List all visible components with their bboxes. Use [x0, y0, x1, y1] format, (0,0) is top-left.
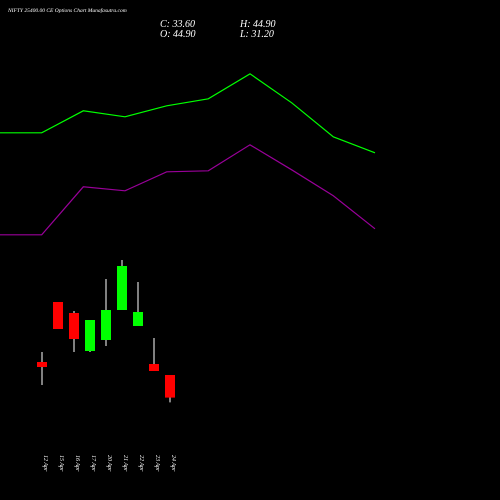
chart-title: NIFTY 25400.00 CE Options Chart Munafasu… [7, 7, 127, 14]
x-tick-label: 16 Apr [74, 455, 80, 472]
candle-body [149, 364, 159, 371]
moving-line [0, 73, 376, 154]
candle-body [165, 375, 175, 398]
x-tick-label: 21 Apr [122, 455, 128, 472]
low-label: L: 31.20 [239, 29, 274, 40]
candle-body [133, 312, 143, 326]
x-tick-label: 15 Apr [58, 455, 64, 472]
candle-body [69, 313, 79, 339]
moving-line [0, 144, 376, 236]
candle-body [53, 302, 63, 329]
x-tick-label: 22 Apr [138, 455, 144, 472]
close-label: C: 33.60 [160, 19, 195, 30]
candle-body [117, 266, 127, 310]
high-label: H: 44.90 [239, 19, 276, 30]
open-label: O: 44.90 [160, 29, 196, 40]
candle-body [101, 310, 111, 340]
x-tick-label: 17 Apr [90, 455, 96, 472]
x-tick-label: 20 Apr [106, 455, 112, 472]
x-tick-label: 23 Apr [154, 455, 160, 472]
x-tick-label: 12 Apr [42, 455, 48, 472]
x-tick-label: 24 Apr [170, 455, 177, 472]
candle-body [37, 362, 47, 367]
candle-body [85, 320, 95, 351]
